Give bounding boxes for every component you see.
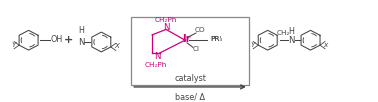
Text: base/ Δ: base/ Δ [175, 92, 205, 101]
Text: CH₂: CH₂ [277, 30, 290, 36]
Text: N: N [154, 52, 160, 61]
Text: x: x [324, 42, 328, 48]
Text: Y: Y [250, 42, 255, 48]
Text: OH: OH [51, 35, 63, 44]
Text: H: H [79, 26, 84, 35]
Text: PR₃: PR₃ [210, 36, 222, 42]
Text: CH₂Ph: CH₂Ph [145, 62, 167, 68]
Text: catalyst: catalyst [174, 74, 206, 83]
Text: CH₂Ph: CH₂Ph [155, 17, 177, 23]
Text: N: N [163, 23, 169, 32]
Text: Ir: Ir [182, 34, 191, 44]
Text: PR': PR' [210, 36, 222, 42]
Text: N: N [78, 38, 85, 47]
Text: CO: CO [195, 27, 205, 33]
Text: H: H [289, 27, 294, 36]
Text: +: + [64, 35, 73, 45]
Text: Cl: Cl [192, 46, 200, 52]
Bar [131, 17, 249, 85]
Text: N: N [288, 36, 295, 45]
Text: Y: Y [11, 42, 15, 48]
Text: X: X [114, 43, 119, 49]
